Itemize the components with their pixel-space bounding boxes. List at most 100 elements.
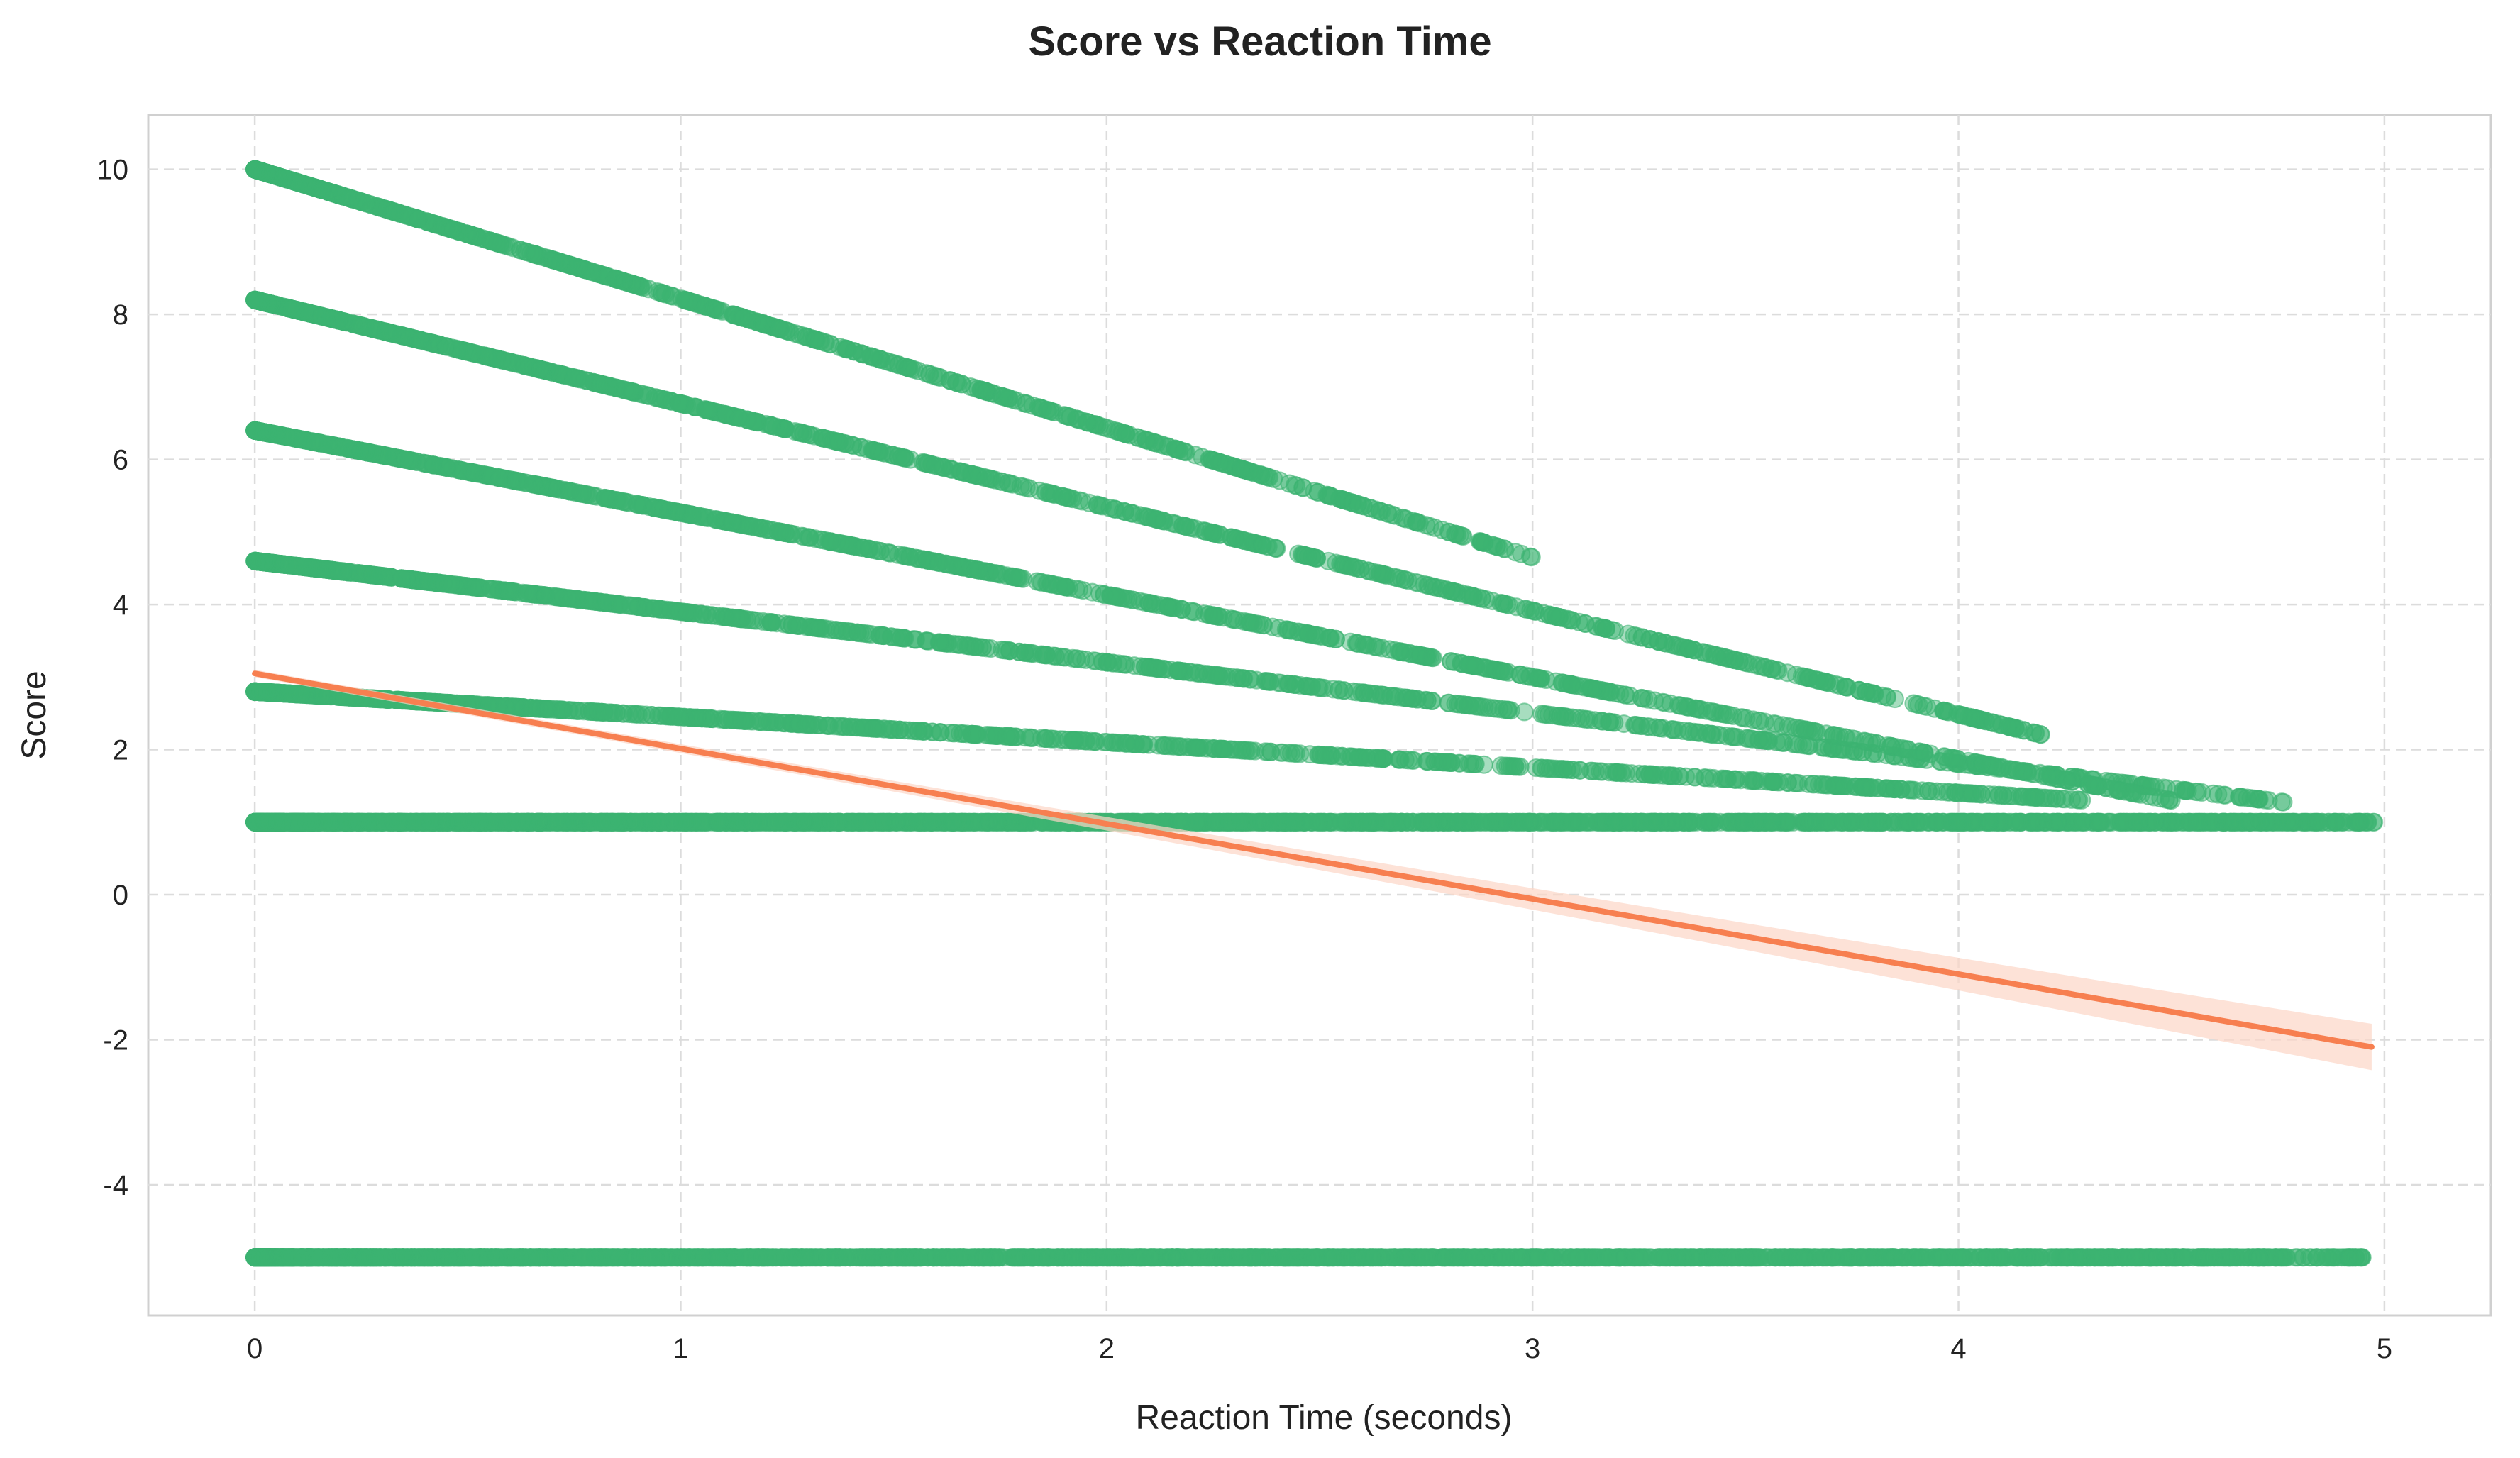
data-point [741,1248,761,1267]
data-point [320,812,339,832]
data-point [1667,812,1686,832]
data-point [1835,1248,1854,1267]
data-point [748,812,768,832]
data-point [272,812,292,832]
data-point [1980,812,1999,832]
data-point [2251,1248,2270,1267]
data-point [2021,812,2040,832]
data-point [1599,1248,1618,1267]
data-point [1567,1248,1586,1267]
data-point [2277,812,2296,832]
data-point [1501,1248,1519,1267]
data-point [2117,1248,2136,1267]
data-point [438,812,457,832]
data-point [1529,1248,1548,1267]
data-point [421,812,441,832]
data-point [547,1248,566,1267]
data-point [1906,812,1925,832]
data-point [2286,1248,2305,1267]
data-point [1423,812,1442,832]
data-point [322,1248,341,1267]
data-point [337,812,355,832]
data-point [1933,812,1952,832]
data-point [2199,1248,2218,1267]
data-point [857,812,876,832]
data-point [1948,812,1967,832]
data-point [1261,812,1280,832]
data-point [2326,812,2345,832]
data-point [1984,1248,2003,1267]
data-point [874,812,893,832]
data-point [1779,812,1798,832]
data-point [1207,812,1226,832]
data-point [1162,1248,1181,1267]
data-point [1855,1248,1874,1267]
data-point [1302,1248,1321,1267]
data-point [394,1248,413,1267]
data-point [1606,812,1625,832]
data-point [470,812,489,832]
data-point [1867,812,1886,832]
data-point [1644,812,1663,832]
data-point [1063,1248,1081,1267]
data-point [610,1248,629,1267]
data-point [463,1248,481,1267]
data-point [547,812,566,832]
data-point [1231,812,1250,832]
data-point [1435,1248,1454,1267]
data-point [759,1248,778,1267]
data-point [2084,1248,2104,1267]
data-point [2200,812,2219,832]
data-point [1622,812,1641,832]
data-point [795,812,814,832]
data-point [2230,812,2249,832]
data-point [943,812,962,832]
data-point [1322,1248,1342,1267]
data-point [1806,812,1825,832]
data-point [963,812,983,832]
data-point [1403,812,1422,832]
data-points [245,160,2384,1267]
data-point [519,812,538,832]
data-point [1172,812,1191,832]
data-point [302,812,321,832]
data-point [1188,812,1207,832]
data-point [1774,1248,1794,1267]
data-point [2173,1248,2192,1267]
data-point [1388,812,1407,832]
data-point [2148,1248,2167,1267]
data-point [1735,1248,1754,1267]
data-point [592,812,611,832]
data-point [1515,812,1535,832]
data-point [857,1248,876,1267]
data-point [766,812,785,832]
data-point [2001,812,2021,832]
data-point [1396,1248,1415,1267]
data-point [1354,1248,1373,1267]
data-point [1687,812,1706,832]
data-point [1446,812,1465,832]
data-point [709,812,728,832]
data-point [2145,812,2165,832]
data-point [2008,1248,2027,1267]
data-point [2127,812,2146,832]
data-point [1562,812,1581,832]
data-point [990,1248,1009,1267]
data-point [678,1248,697,1267]
data-point [829,812,848,832]
data-point [1546,812,1565,832]
data-point [1273,1248,1293,1267]
data-point [1653,1248,1672,1267]
data-point [502,812,521,832]
data-point [1411,1248,1430,1267]
data-point [360,812,379,832]
data-point [795,1248,814,1267]
data-point [1952,1248,1972,1267]
data-point [1301,812,1320,832]
data-point [2349,812,2368,832]
data-point [2309,812,2328,832]
data-point [2307,1248,2326,1267]
data-point [1875,1248,1894,1267]
